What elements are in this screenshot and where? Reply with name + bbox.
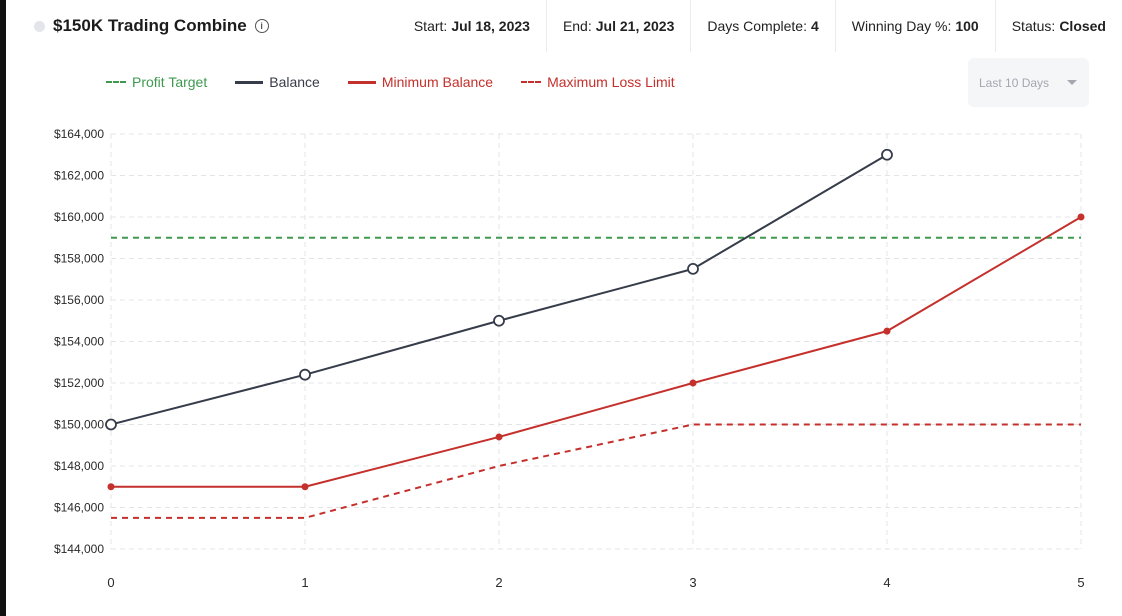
- data-point-balance: [299, 368, 311, 381]
- legend-label-max-loss: Maximum Loss Limit: [547, 74, 675, 90]
- data-point-minimum-balance: [689, 379, 697, 387]
- trading-combine-card: $150K Trading Combine i Start: Jul 18, 2…: [6, 0, 1122, 616]
- days-complete-value: 4: [810, 18, 819, 34]
- status: Status: Closed: [994, 0, 1122, 52]
- days-complete-label: Days Complete:: [707, 18, 807, 34]
- days-complete: Days Complete: 4: [690, 0, 834, 52]
- legend-item-max-loss[interactable]: Maximum Loss Limit: [521, 74, 675, 90]
- winning-day-value: 100: [955, 18, 979, 34]
- end-date-value: Jul 21, 2023: [595, 18, 675, 34]
- data-point-balance: [493, 314, 505, 327]
- x-tick-label: 4: [883, 575, 890, 590]
- combine-stats: Start: Jul 18, 2023 End: Jul 21, 2023 Da…: [398, 0, 1122, 52]
- data-point-minimum-balance: [301, 483, 309, 491]
- status-badge: Closed: [1059, 18, 1106, 34]
- profit-target-swatch: [106, 81, 126, 83]
- y-tick-label: $146,000: [54, 501, 104, 515]
- legend-item-balance[interactable]: Balance: [235, 74, 320, 90]
- legend-label-balance: Balance: [269, 74, 320, 90]
- date-range-select[interactable]: Last 10 Days: [968, 58, 1089, 107]
- start-date: Start: Jul 18, 2023: [398, 0, 546, 52]
- winning-day-percent: Winning Day %: 100: [834, 0, 995, 52]
- data-point-balance: [105, 418, 117, 431]
- chevron-down-icon: [1067, 80, 1077, 85]
- start-date-label: Start:: [413, 18, 448, 34]
- date-range-value: Last 10 Days: [979, 75, 1050, 90]
- page-title: $150K Trading Combine: [53, 16, 247, 35]
- y-tick-label: $144,000: [54, 542, 104, 556]
- balance-swatch: [235, 80, 264, 84]
- title-group: $150K Trading Combine i: [6, 16, 398, 36]
- end-date-label: End:: [562, 18, 592, 34]
- balance-line-chart: $144,000 $146,000 $148,000 $150,000 $152,000…: [54, 127, 1085, 590]
- card-header: $150K Trading Combine i Start: Jul 18, 2…: [6, 0, 1122, 52]
- x-tick-label: 5: [1077, 575, 1084, 590]
- y-tick-label: $152,000: [54, 376, 104, 390]
- end-date: End: Jul 21, 2023: [545, 0, 690, 52]
- x-tick-label: 0: [107, 575, 114, 590]
- max-loss-swatch: [521, 81, 542, 83]
- y-tick-label: $154,000: [54, 335, 104, 349]
- winning-day-label: Winning Day %:: [851, 18, 952, 34]
- data-point-minimum-balance: [107, 483, 115, 491]
- data-point-minimum-balance: [1077, 213, 1085, 221]
- data-point-minimum-balance: [883, 327, 891, 335]
- data-point-balance: [687, 262, 699, 275]
- y-tick-label: $158,000: [54, 252, 104, 266]
- legend-item-minimum-balance[interactable]: Minimum Balance: [347, 74, 494, 90]
- data-point-balance: [881, 148, 893, 161]
- legend-item-profit-target[interactable]: Profit Target: [106, 74, 207, 90]
- legend-label-minimum-balance: Minimum Balance: [381, 74, 494, 90]
- y-tick-label: $150,000: [54, 418, 104, 432]
- start-date-value: Jul 18, 2023: [451, 18, 530, 34]
- y-tick-label: $160,000: [54, 210, 104, 224]
- y-tick-label: $156,000: [54, 293, 104, 307]
- status-label: Status:: [1011, 18, 1056, 34]
- x-tick-label: 3: [689, 575, 696, 590]
- x-tick-label: 2: [495, 575, 502, 590]
- x-tick-label: 1: [301, 575, 308, 590]
- series-line-max-loss: [111, 423, 1081, 519]
- series-line-minimum-balance: [111, 216, 1082, 488]
- legend-label-profit-target: Profit Target: [132, 74, 208, 90]
- chart-legend: Profit Target Balance Minimum Balance Ma…: [106, 74, 703, 90]
- y-tick-label: $162,000: [54, 169, 104, 183]
- y-tick-label: $164,000: [54, 127, 104, 141]
- data-point-minimum-balance: [495, 433, 503, 441]
- minimum-balance-swatch: [347, 80, 376, 84]
- info-icon[interactable]: i: [254, 19, 269, 33]
- status-dot-icon: [34, 20, 45, 32]
- y-tick-label: $148,000: [54, 459, 104, 473]
